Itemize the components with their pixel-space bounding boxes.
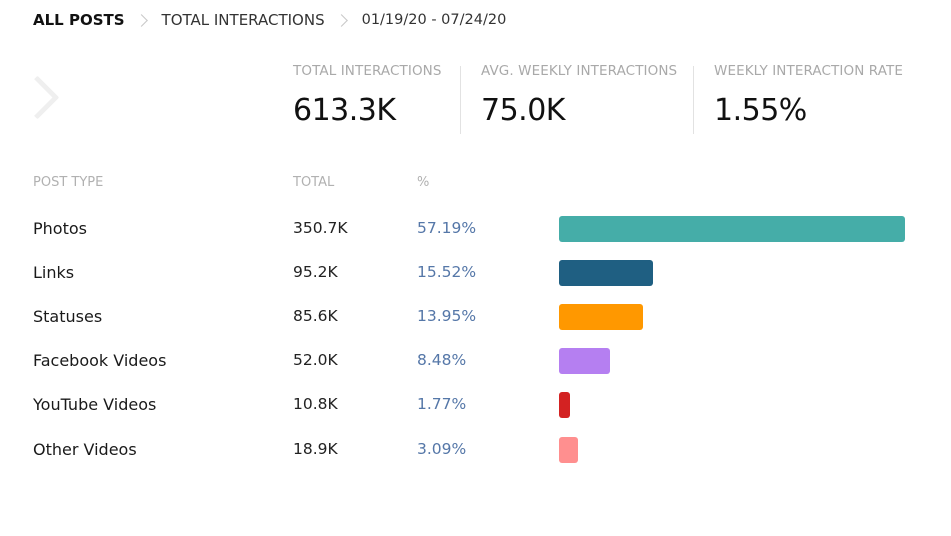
post-type-label: Facebook Videos bbox=[33, 351, 167, 370]
post-type-label: Statuses bbox=[33, 307, 103, 326]
post-type-label: YouTube Videos bbox=[33, 395, 157, 414]
stat-total-interactions: TOTAL INTERACTIONS 613.3K bbox=[293, 63, 442, 135]
date-range: 01/19/20 - 07/24/20 bbox=[361, 12, 507, 28]
stat-label: WEEKLY INTERACTION RATE bbox=[714, 63, 903, 79]
breadcrumb-all-posts[interactable]: ALL POSTS bbox=[33, 11, 125, 29]
stat-label: TOTAL INTERACTIONS bbox=[293, 63, 442, 79]
percent-value: 15.52% bbox=[417, 263, 477, 281]
chevron-right-icon bbox=[334, 13, 348, 27]
column-header-percent: % bbox=[417, 175, 430, 190]
stat-label: AVG. WEEKLY INTERACTIONS bbox=[481, 63, 678, 79]
stat-divider bbox=[460, 66, 461, 134]
post-type-label: Photos bbox=[33, 219, 87, 238]
percent-value: 13.95% bbox=[417, 307, 477, 325]
percent-value: 57.19% bbox=[417, 219, 477, 237]
total-value: 10.8K bbox=[293, 395, 338, 413]
total-value: 52.0K bbox=[293, 351, 338, 369]
percent-value: 1.77% bbox=[417, 395, 467, 413]
share-bar bbox=[559, 392, 570, 418]
table-row[interactable]: Other Videos 18.9K 3.09% bbox=[0, 437, 951, 463]
table-row[interactable]: Statuses 85.6K 13.95% bbox=[0, 304, 951, 330]
column-header-total: TOTAL bbox=[293, 175, 335, 190]
stat-value: 613.3K bbox=[293, 93, 396, 128]
percent-value: 3.09% bbox=[417, 440, 467, 458]
chevron-right-icon bbox=[134, 13, 148, 27]
total-value: 85.6K bbox=[293, 307, 338, 325]
post-type-label: Other Videos bbox=[33, 440, 137, 459]
share-bar bbox=[559, 304, 643, 330]
column-header-post-type: POST TYPE bbox=[33, 175, 104, 190]
total-value: 350.7K bbox=[293, 219, 348, 237]
breadcrumb: ALL POSTS TOTAL INTERACTIONS 01/19/20 - … bbox=[33, 9, 506, 31]
stat-weekly-interaction-rate: WEEKLY INTERACTION RATE 1.55% bbox=[714, 63, 903, 135]
stat-value: 75.0K bbox=[481, 93, 565, 128]
share-bar bbox=[559, 216, 905, 242]
chevron-right-icon[interactable] bbox=[15, 75, 60, 120]
breadcrumb-total-interactions[interactable]: TOTAL INTERACTIONS bbox=[161, 11, 325, 29]
post-type-label: Links bbox=[33, 263, 75, 282]
share-bar bbox=[559, 348, 610, 374]
share-bar bbox=[559, 437, 578, 463]
stat-avg-weekly-interactions: AVG. WEEKLY INTERACTIONS 75.0K bbox=[481, 63, 677, 135]
percent-value: 8.48% bbox=[417, 351, 467, 369]
total-value: 95.2K bbox=[293, 263, 338, 281]
share-bar bbox=[559, 260, 653, 286]
table-row[interactable]: Links 95.2K 15.52% bbox=[0, 260, 951, 286]
stat-divider bbox=[693, 66, 694, 134]
table-row[interactable]: Facebook Videos 52.0K 8.48% bbox=[0, 348, 951, 374]
total-value: 18.9K bbox=[293, 440, 338, 458]
table-row[interactable]: YouTube Videos 10.8K 1.77% bbox=[0, 392, 951, 418]
stat-value: 1.55% bbox=[714, 93, 807, 128]
table-row[interactable]: Photos 350.7K 57.19% bbox=[0, 216, 951, 242]
